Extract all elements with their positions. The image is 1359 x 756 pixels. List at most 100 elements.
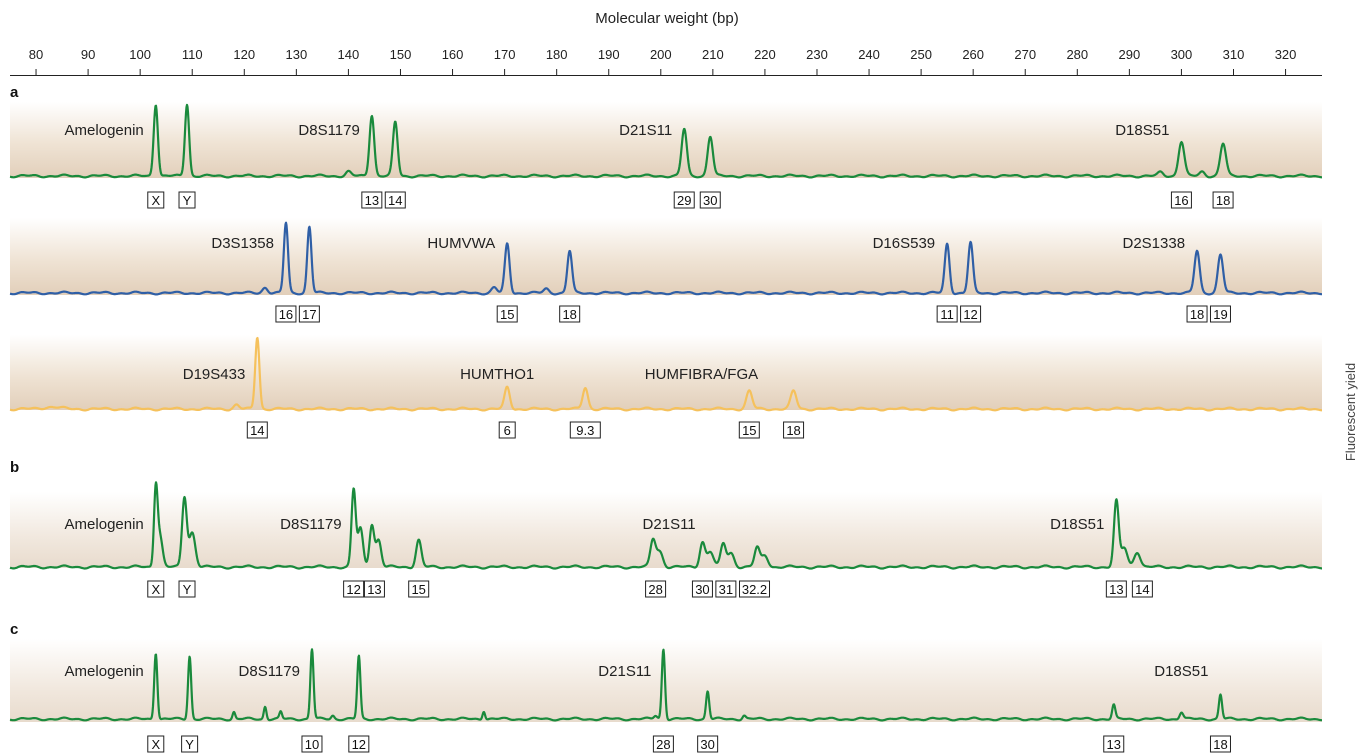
allele-label: Y [183, 582, 192, 597]
allele-box [715, 580, 737, 598]
allele-box [181, 735, 199, 753]
panel-label-b: b [10, 459, 19, 476]
locus-label: D21S11 [598, 663, 651, 680]
trace-line [9, 221, 1323, 296]
allele-box [363, 580, 385, 598]
locus-label: D18S51 [1115, 122, 1169, 139]
allele-label: 12 [352, 737, 366, 752]
trace-line [9, 648, 1323, 722]
locus-label: HUMVWA [427, 235, 495, 252]
x-tick-label: 210 [702, 47, 724, 62]
x-tick-label: 290 [1119, 47, 1141, 62]
allele-label: 13 [1109, 582, 1123, 597]
allele-label: 14 [250, 423, 264, 438]
x-tick-label: 190 [598, 47, 620, 62]
allele-label: 13 [367, 582, 381, 597]
allele-box [699, 191, 721, 209]
allele-label: X [151, 193, 160, 208]
locus-label: Amelogenin [65, 663, 144, 680]
x-tick-label: 200 [650, 47, 672, 62]
allele-box [569, 421, 601, 439]
allele-label: 6 [504, 423, 511, 438]
x-tick-label: 320 [1275, 47, 1297, 62]
allele-box [343, 580, 365, 598]
allele-label: 15 [500, 307, 514, 322]
trace-line [9, 337, 1323, 412]
allele-box [1186, 305, 1208, 323]
trace-group: Amelogenin D8S1179 D21S11 D18S51 X Y 12 13 15 28 3… [9, 481, 1323, 598]
allele-label: 18 [1213, 737, 1227, 752]
trace-line [9, 481, 1323, 570]
x-tick-label: 110 [182, 47, 203, 62]
locus-label: D3S1358 [211, 235, 274, 252]
locus-label: D21S11 [619, 122, 672, 139]
locus-label: HUMFIBRA/FGA [645, 366, 758, 383]
allele-box [361, 191, 383, 209]
allele-box [384, 191, 406, 209]
x-tick-label: 80 [29, 47, 43, 62]
allele-box [1103, 735, 1125, 753]
x-tick-label: 160 [442, 47, 464, 62]
x-tick-label: 260 [962, 47, 984, 62]
x-axis: Molecular weight (bp) 80 90 100 110 120 130 14… [10, 10, 1322, 76]
track-band [10, 218, 1322, 295]
allele-box [1105, 580, 1127, 598]
allele-box [408, 580, 430, 598]
allele-label: Y [183, 193, 192, 208]
locus-label: D8S1179 [239, 663, 300, 680]
allele-box [559, 305, 581, 323]
allele-label: 12 [963, 307, 977, 322]
allele-box [1209, 735, 1231, 753]
allele-box [738, 421, 760, 439]
allele-label: 29 [677, 193, 691, 208]
x-tick-label: 150 [390, 47, 412, 62]
allele-box [275, 305, 297, 323]
locus-label: D16S539 [873, 235, 936, 252]
trace-group: Amelogenin D8S1179 D21S11 D18S51 X Y 13 14 29 30 1… [9, 103, 1323, 209]
allele-label: Y [185, 737, 194, 752]
allele-box [673, 191, 695, 209]
allele-label: 28 [656, 737, 670, 752]
allele-box [1170, 191, 1192, 209]
allele-label: 14 [1135, 582, 1149, 597]
allele-box [147, 735, 165, 753]
locus-label: Amelogenin [65, 122, 144, 139]
locus-label: D18S51 [1154, 663, 1208, 680]
allele-label: 14 [388, 193, 402, 208]
allele-label: 30 [703, 193, 717, 208]
x-tick-label: 170 [494, 47, 516, 62]
x-tick-label: 100 [129, 47, 151, 62]
x-axis-title: Molecular weight (bp) [595, 10, 738, 27]
allele-label: 18 [786, 423, 800, 438]
allele-label: 10 [305, 737, 319, 752]
allele-box [739, 580, 771, 598]
allele-label: 18 [1190, 307, 1204, 322]
allele-label: 19 [1213, 307, 1227, 322]
allele-label: 15 [742, 423, 756, 438]
allele-label: 32.2 [742, 582, 767, 597]
panel-labels: a b c [10, 84, 19, 638]
x-tick-label: 130 [285, 47, 307, 62]
locus-label: D2S1338 [1122, 235, 1185, 252]
x-tick-label: 140 [338, 47, 360, 62]
x-tick-label: 310 [1223, 47, 1245, 62]
locus-label: D8S1179 [298, 122, 359, 139]
locus-label: D19S433 [183, 366, 246, 383]
allele-box [783, 421, 805, 439]
allele-label: 17 [302, 307, 316, 322]
allele-box [147, 580, 165, 598]
x-tick-label: 270 [1014, 47, 1036, 62]
x-tick-label: 120 [233, 47, 255, 62]
allele-box [147, 191, 165, 209]
allele-box [697, 735, 719, 753]
allele-box [652, 735, 674, 753]
allele-label: 28 [648, 582, 662, 597]
trace-group: D3S1358 HUMVWA D16S539 D2S1338 16 17 15 18 11 12 1… [9, 221, 1323, 323]
allele-box [1209, 305, 1231, 323]
x-tick-label: 180 [546, 47, 568, 62]
allele-box [178, 580, 196, 598]
allele-box [1212, 191, 1234, 209]
allele-label: 13 [365, 193, 379, 208]
trace-group: Amelogenin D8S1179 D21S11 D18S51 X Y 10 12 28 30 1… [9, 648, 1323, 753]
